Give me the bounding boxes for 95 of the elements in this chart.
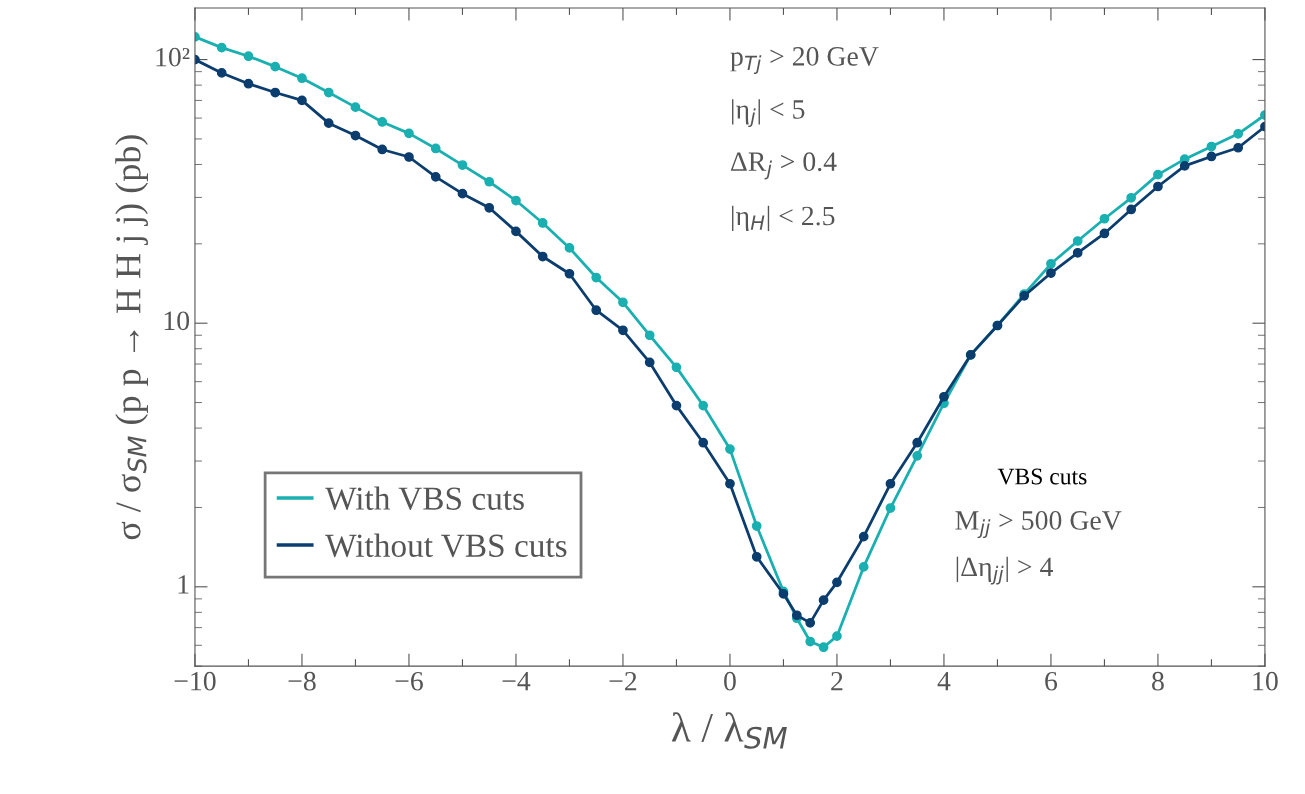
annotation: p$_{Tj}$ > 20 GeV <box>730 46 879 75</box>
point <box>751 551 762 562</box>
point <box>1233 128 1244 139</box>
point <box>457 188 468 199</box>
point <box>564 268 575 279</box>
point <box>297 73 307 84</box>
point <box>377 144 388 155</box>
annotation: M$_{jj}$ > 500 GeV <box>955 511 1122 539</box>
point <box>885 503 896 513</box>
point <box>1099 228 1110 239</box>
x-tick-label: 10 <box>1253 671 1278 691</box>
point <box>1126 192 1137 203</box>
point <box>858 531 869 542</box>
point <box>1153 169 1163 180</box>
point <box>1206 141 1217 152</box>
x-tick-label: −2 <box>609 671 637 691</box>
point <box>350 102 361 113</box>
point <box>457 160 468 170</box>
annotation: ΔR$_{j}$ > 0.4 <box>731 152 837 180</box>
point <box>591 305 602 316</box>
annotation: VBS cuts <box>997 468 1087 485</box>
y-tick-label: 10 <box>164 311 190 331</box>
point <box>1072 236 1083 246</box>
point <box>511 195 521 206</box>
point <box>537 218 548 228</box>
point <box>270 61 281 72</box>
x-tick-label: −4 <box>502 672 531 691</box>
point <box>430 143 441 154</box>
point <box>618 297 628 308</box>
point <box>404 128 414 139</box>
annotation: |Δη$_{jj}$| > 4 <box>956 556 1053 585</box>
point <box>912 437 923 448</box>
point <box>1179 161 1190 171</box>
point <box>430 172 441 182</box>
point <box>912 450 923 461</box>
x-tick-label: 4 <box>937 672 951 691</box>
point <box>644 357 655 368</box>
legend-label: Without VBS cuts <box>325 533 567 558</box>
point <box>564 243 575 253</box>
point <box>818 642 829 653</box>
point <box>698 437 709 448</box>
point <box>644 330 655 341</box>
x-tick-label: −6 <box>395 671 423 691</box>
x-tick-label: 6 <box>1045 671 1058 691</box>
point <box>805 636 816 647</box>
x-tick-label: 2 <box>831 671 843 691</box>
point <box>1072 247 1083 258</box>
point <box>377 117 388 127</box>
point <box>805 617 816 628</box>
point <box>404 152 414 162</box>
annotation: |η$_{H}$| < 2.5 <box>732 205 835 232</box>
point <box>725 444 735 454</box>
x-tick-label: 0 <box>724 671 736 691</box>
point <box>537 251 548 262</box>
point <box>832 577 842 588</box>
point <box>671 362 682 373</box>
point <box>698 400 709 411</box>
x-tick-label: −10 <box>174 671 216 691</box>
point <box>1126 204 1137 215</box>
point <box>939 391 949 402</box>
point <box>1046 268 1056 278</box>
point <box>751 521 762 531</box>
point <box>484 176 495 187</box>
y-tick-label: 1 <box>178 575 189 594</box>
point <box>671 400 682 411</box>
point <box>216 42 227 53</box>
point <box>1153 181 1163 192</box>
point <box>1206 151 1217 162</box>
point <box>885 478 896 489</box>
point <box>243 51 254 62</box>
x-tick-label: −8 <box>288 671 316 691</box>
point <box>725 478 735 489</box>
annotation: |η$_{j}$| < 5 <box>732 99 805 128</box>
point <box>511 226 521 237</box>
point <box>1099 213 1110 224</box>
x-axis-title: λ / λ$_{SM}$ <box>671 712 787 749</box>
point <box>591 272 602 283</box>
point <box>243 78 254 89</box>
x-tick-label: 8 <box>1152 671 1164 691</box>
legend-label: With VBS cuts <box>325 486 524 511</box>
point <box>618 325 628 336</box>
point <box>216 68 227 78</box>
point <box>484 202 495 213</box>
point <box>858 562 869 572</box>
point <box>297 95 307 106</box>
point <box>1233 142 1244 153</box>
point <box>270 87 281 98</box>
point <box>1046 258 1056 269</box>
point <box>818 595 829 606</box>
point <box>323 118 334 128</box>
y-axis-title: σ / σ$_{SM}$ (p p → H H j j) (pb) <box>115 135 148 540</box>
point <box>350 130 361 141</box>
point <box>323 87 334 98</box>
point <box>832 631 842 641</box>
y-tick-label: 10² <box>156 47 190 67</box>
